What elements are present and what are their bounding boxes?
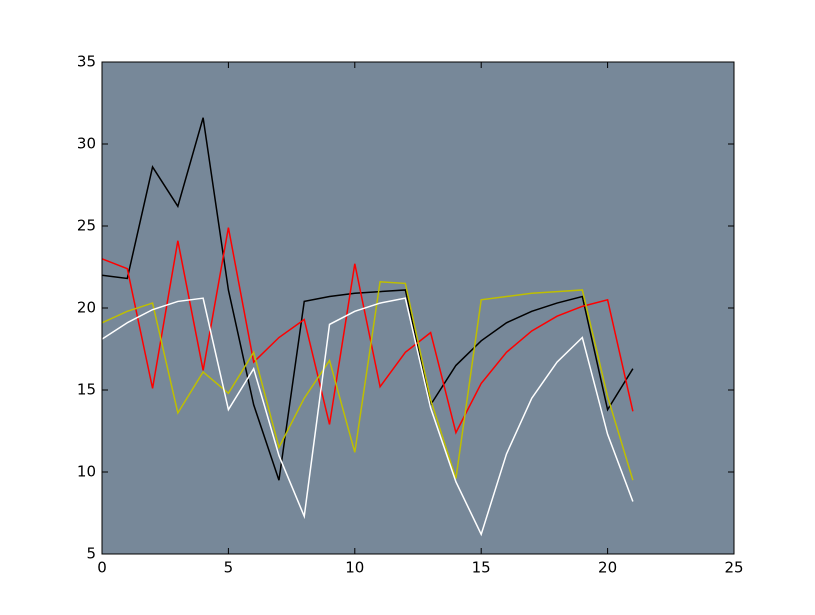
x-tick-label: 25 [724,559,743,577]
y-tick-label: 5 [86,545,96,563]
x-tick-label: 0 [97,559,107,577]
y-tick-label: 35 [77,53,96,71]
x-tick-label: 15 [472,559,491,577]
data-line [101,297,634,537]
y-tick-label: 10 [77,463,96,481]
y-tick-label: 30 [77,135,96,153]
plot-area [102,62,734,554]
x-tick-label: 5 [224,559,234,577]
data-line [101,280,634,481]
data-line [101,117,634,481]
data-line [101,227,634,435]
x-tick-label: 10 [345,559,364,577]
x-tick-label: 20 [598,559,617,577]
y-tick-label: 25 [77,217,96,235]
y-tick-label: 20 [77,299,96,317]
y-tick-label: 15 [77,381,96,399]
